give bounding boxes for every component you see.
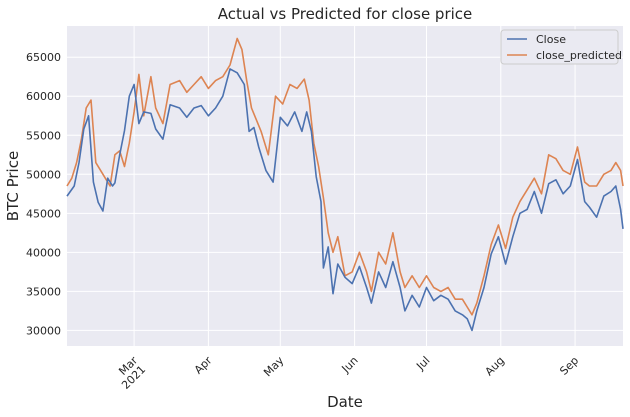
y-tick-label: 35000: [26, 285, 61, 298]
y-tick-label: 50000: [26, 168, 61, 181]
legend: Close close_predicted: [500, 29, 622, 65]
legend-label-close-predicted: close_predicted: [536, 49, 622, 62]
series-line-close-predicted: [66, 37, 624, 316]
x-tick-label: Apr: [192, 354, 215, 377]
legend-box: [500, 29, 619, 65]
y-tick-label: 40000: [26, 246, 61, 259]
x-tick-label: Jun: [339, 354, 361, 376]
y-axis-label: BTC Price: [4, 151, 22, 221]
y-tick-label: 65000: [26, 51, 61, 64]
y-tick-label: 55000: [26, 129, 61, 142]
legend-label-close: Close: [536, 33, 566, 46]
plot-area: [67, 26, 623, 346]
series: [66, 37, 624, 332]
y-tick-label: 30000: [26, 324, 61, 337]
x-tick-label: Sep: [557, 354, 581, 378]
y-axis-ticks: 30000 35000 40000 45000 50000 55000 60000 65000: [26, 51, 61, 337]
y-tick-label: 60000: [26, 90, 61, 103]
chart-title: Actual vs Predicted for close price: [218, 5, 473, 23]
series-line-close: [66, 68, 624, 332]
x-axis-label: Date: [327, 393, 363, 411]
x-tick-label: May: [261, 354, 287, 380]
x-tick-label: Jul: [413, 354, 432, 373]
y-tick-label: 45000: [26, 207, 61, 220]
x-tick-label: Aug: [483, 354, 507, 378]
